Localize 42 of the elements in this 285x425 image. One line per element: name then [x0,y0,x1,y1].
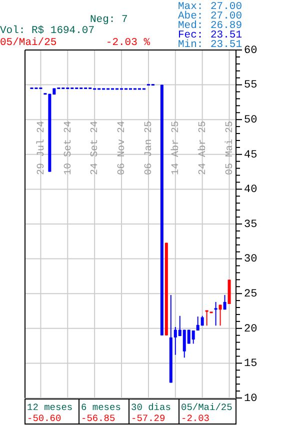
text: -2.03 [181,413,210,424]
x-tick-label: 06 Nov 24 [117,120,128,175]
x-tick-label: 05 Mai 25 [224,120,236,175]
y-tick-label: 50 [244,114,258,127]
y-tick-label: 15 [244,358,258,370]
y-tick-label: 30 [244,254,258,266]
text: Neg: 7 [90,14,128,26]
y-tick-label: 25 [244,288,258,301]
text: 23.51 [210,30,242,42]
y-tick-label: 35 [244,218,258,231]
text: 27.00 [210,1,242,13]
text: -50.60 [27,413,62,424]
y-tick-label: 45 [244,149,258,162]
text: 05/Mai/25 [181,402,233,413]
text: 6 meses [81,402,121,413]
x-tick-label: 24 Abr 25 [196,120,209,175]
candlestick [192,330,195,344]
x-tick-label: 10 Set 24 [63,120,74,175]
annotation: Min: [178,39,204,51]
y-tick-label: 55 [244,80,258,92]
text: -56.85 [81,413,116,424]
candlestick [214,301,218,326]
x-tick-label: 24 Set 24 [90,120,102,175]
y-tick-label: 40 [244,184,258,196]
candlestick [218,304,222,326]
text: -2.03 % [106,37,151,49]
y-tick-label: 20 [244,323,258,336]
text: 05/Mai/25 [0,37,57,49]
annotation: 23.51 [210,39,242,51]
text: Vol: R$ 1694.07 [0,25,95,37]
text: Med: [178,20,204,32]
candlestick [223,294,226,310]
text: 27.00 [210,10,242,22]
x-tick-label: 29 Jul 24 [35,120,48,175]
x-tick-label: 06 Jan 25 [144,120,156,175]
y-tick-label: 60 [244,44,258,57]
y-tick-label: 10 [244,392,258,405]
text: 12 meses [27,402,73,413]
text: 30 dias [131,402,171,413]
text: -57.29 [131,413,166,424]
text: 26.89 [210,20,242,32]
x-tick-label: 14 Abr 25 [170,120,182,175]
